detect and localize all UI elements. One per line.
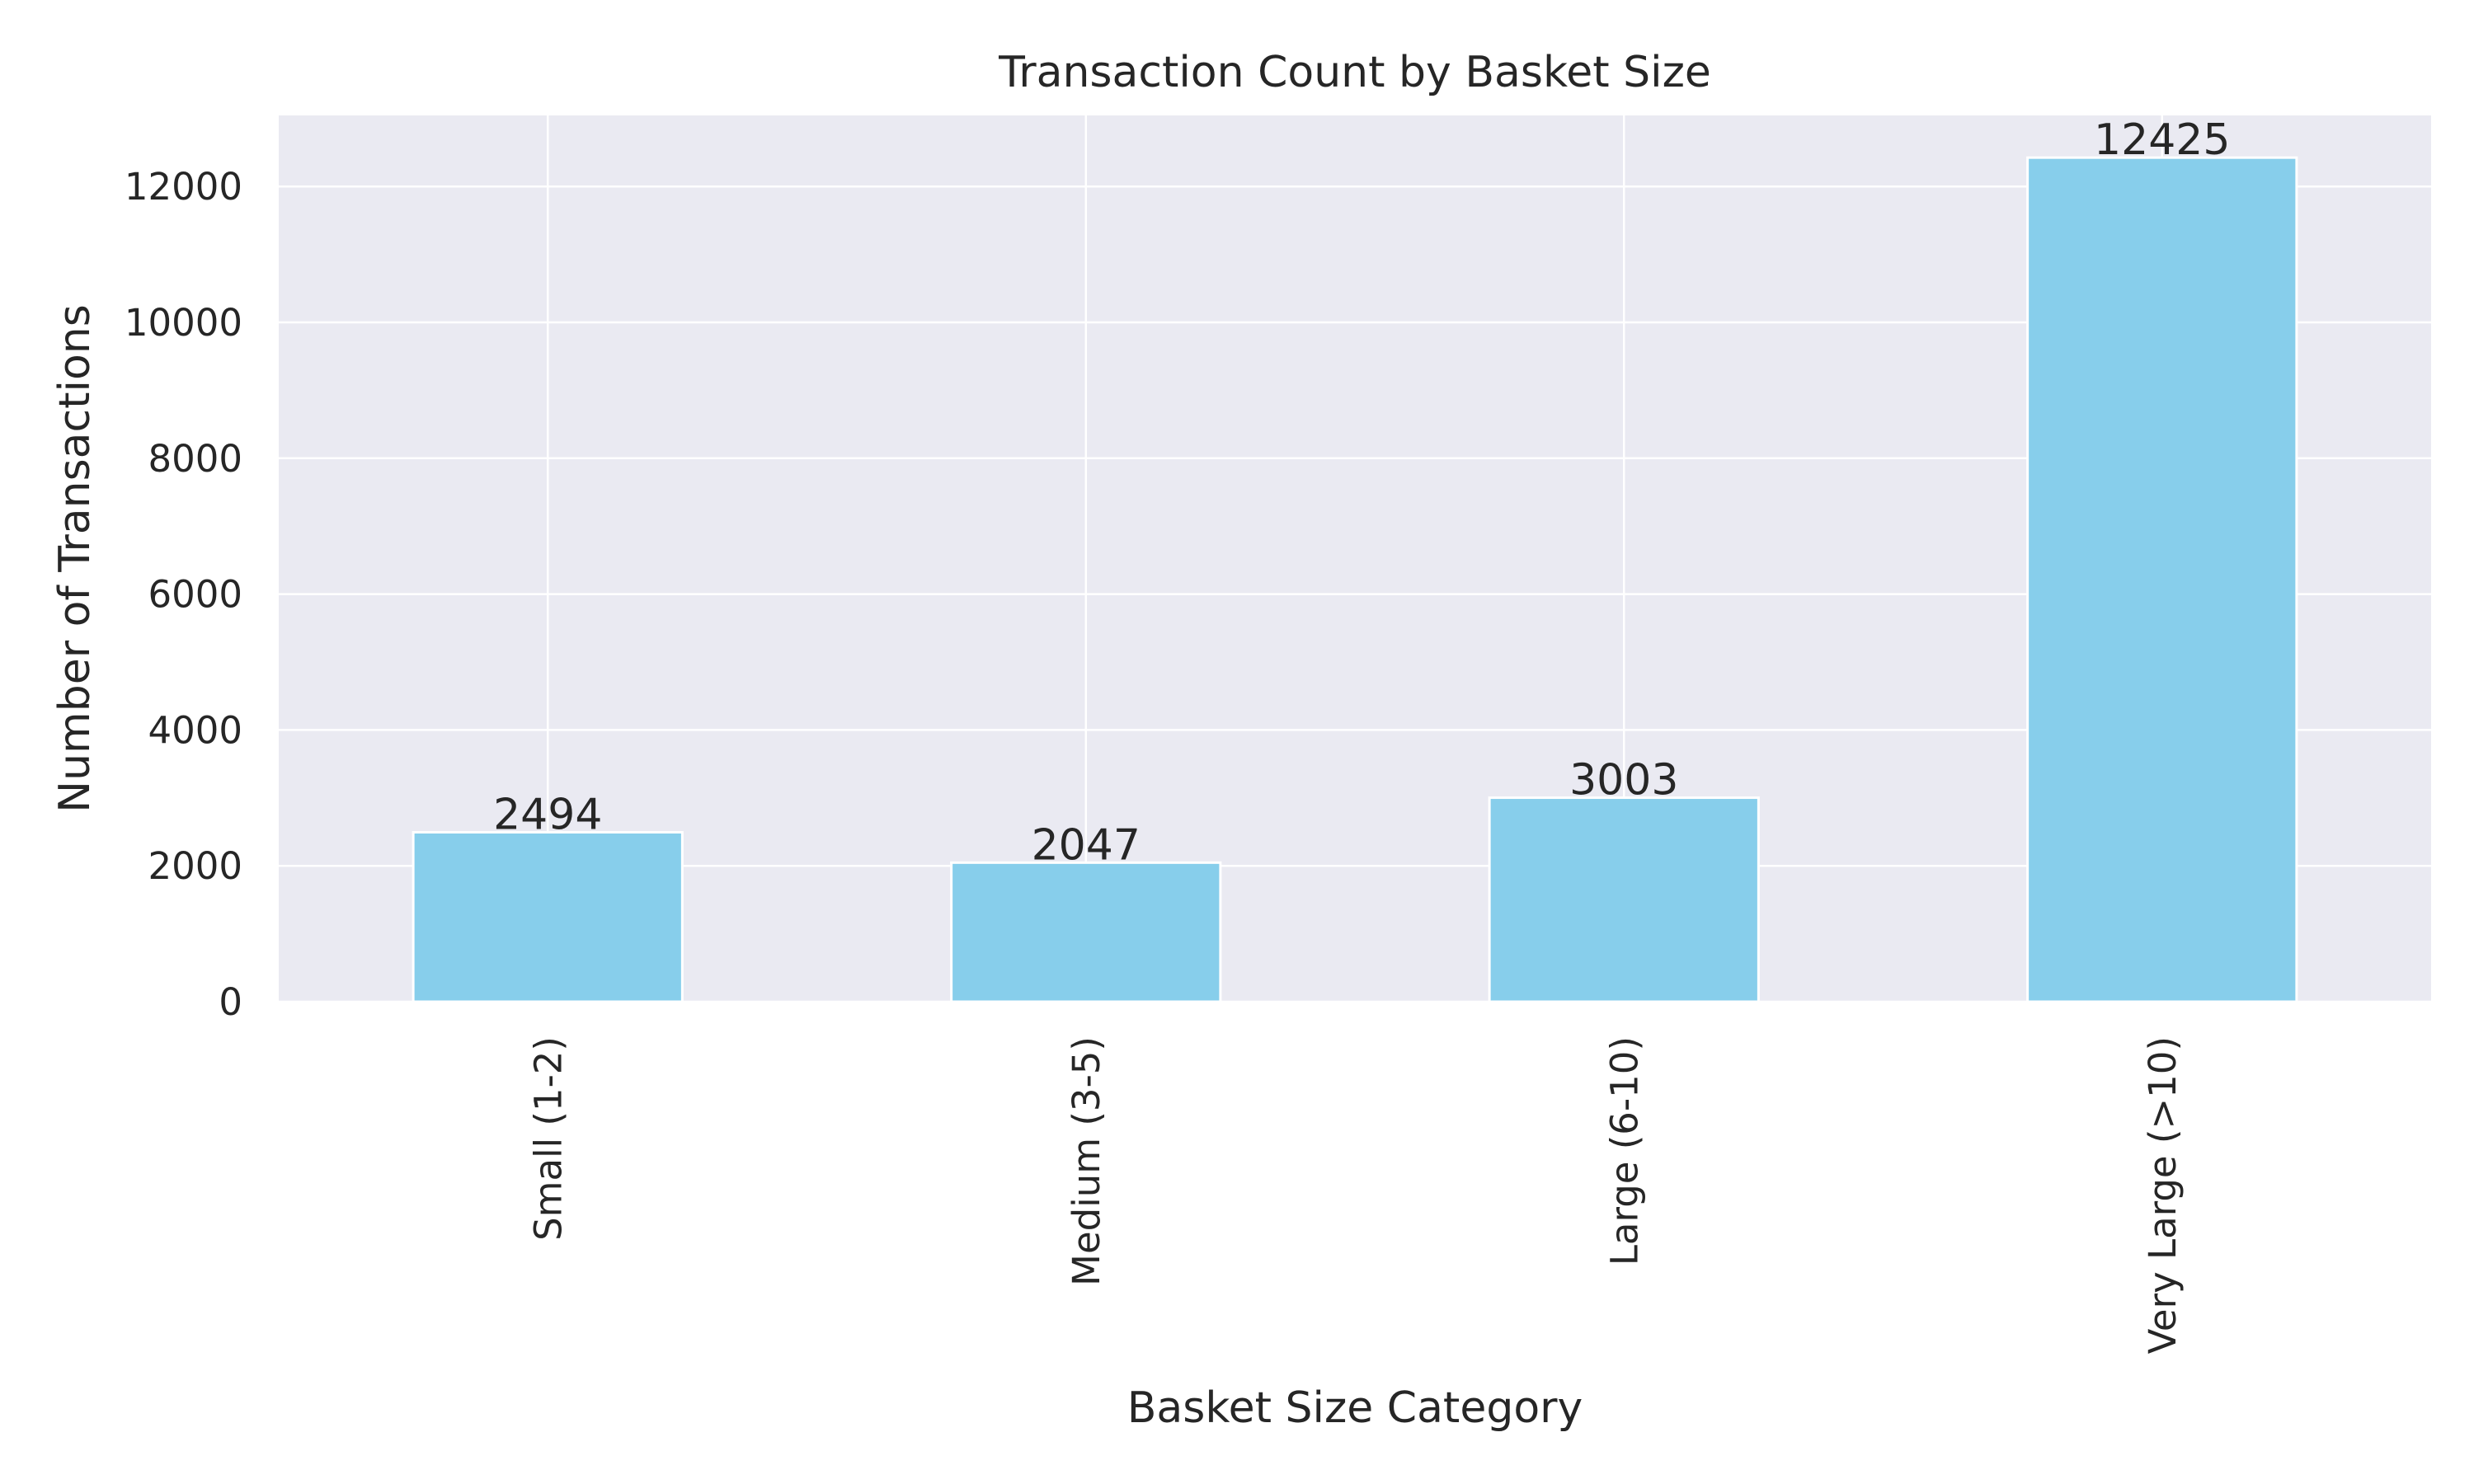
bar: [1488, 796, 1760, 1003]
y-axis-title: Number of Transactions: [50, 304, 100, 813]
data-labels: 2494 2047 3003 12425: [493, 115, 2230, 870]
bar: [412, 830, 684, 1003]
bar-value-label: 2047: [1032, 820, 1141, 870]
y-tick-label: 12000: [125, 165, 242, 209]
x-tick-label: Small (1-2): [526, 1036, 570, 1241]
y-tick-label: 8000: [148, 437, 242, 481]
y-axis-ticks: 0 2000 4000 6000 8000 10000 12000: [125, 165, 242, 1024]
x-axis-ticks: Small (1-2) Medium (3-5) Large (6-10) Very …: [526, 1036, 2185, 1354]
y-tick-label: 2000: [148, 844, 242, 888]
y-tick-label: 4000: [148, 708, 242, 752]
y-tick-label: 0: [219, 980, 242, 1024]
x-axis-title: Basket Size Category: [1127, 1383, 1583, 1433]
y-tick-label: 6000: [148, 573, 242, 617]
bars: [412, 156, 2298, 1003]
bar-value-label: 2494: [493, 790, 602, 839]
x-tick-label: Large (6-10): [1602, 1036, 1646, 1266]
bar-value-label: 12425: [2094, 115, 2230, 165]
x-tick-label: Medium (3-5): [1065, 1036, 1108, 1286]
bar: [2026, 156, 2298, 1003]
x-tick-label: Very Large (>10): [2141, 1036, 2185, 1354]
bar: [950, 861, 1222, 1003]
chart-title: Transaction Count by Basket Size: [998, 48, 1711, 97]
bar-value-label: 3003: [1569, 756, 1678, 805]
y-tick-label: 10000: [125, 301, 242, 345]
